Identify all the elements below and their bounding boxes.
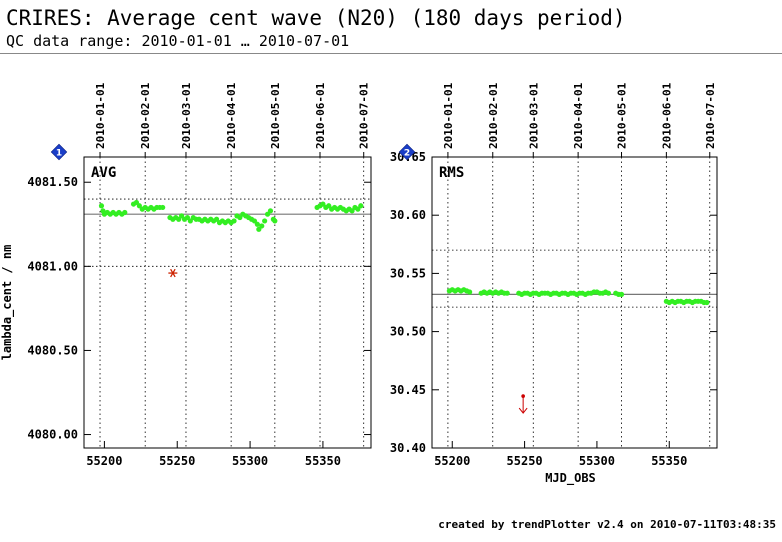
data-point <box>320 201 326 207</box>
date-tick-label: 2010-05-01 <box>269 82 282 149</box>
data-point <box>122 209 128 216</box>
data-point <box>187 218 193 224</box>
y-tick-label: 30.45 <box>390 383 426 397</box>
data-point <box>355 206 361 212</box>
data-point <box>176 216 182 222</box>
data-point <box>136 203 142 209</box>
chart-title: CRIRES: Average cent wave (N20) (180 day… <box>6 6 626 30</box>
y-tick-label: 4080.50 <box>27 343 78 357</box>
data-point <box>326 203 332 209</box>
outlier-point <box>170 268 176 278</box>
data-point <box>504 290 510 296</box>
x-tick-label: 55200 <box>434 454 470 468</box>
panel-2: 2010-01-01 2010-02-01 2010-03-01 2010-04-01… <box>390 82 718 486</box>
plot-frame <box>83 156 372 449</box>
x-axis-label: MJD_OBS <box>545 471 596 486</box>
footer-credit: created by trendPlotter v2.4 on 2010-07-… <box>438 518 776 531</box>
y-tick-label: 30.40 <box>390 441 426 455</box>
panel-number-badge <box>398 143 416 161</box>
date-tick-label: 2010-04-01 <box>572 82 585 149</box>
x-tick-label: 55350 <box>651 454 687 468</box>
panel-1: 2010-01-01 2010-02-01 2010-03-01 2010-04-01… <box>0 82 372 468</box>
outlier-arrow <box>518 407 528 414</box>
date-tick-label: 2010-01-01 <box>94 82 107 149</box>
data-point <box>251 218 258 224</box>
y-tick-label: 4081.00 <box>27 259 78 273</box>
chart-subtitle: QC data range: 2010-01-01 … 2010-07-01 <box>6 32 350 50</box>
data-point <box>98 203 105 209</box>
date-tick-label: 2010-03-01 <box>180 82 193 149</box>
panel-label: AVG <box>91 165 116 181</box>
y-axis-label: lambda_cent / nm <box>0 245 15 361</box>
y-tick-label: 30.50 <box>390 325 426 339</box>
data-point <box>259 223 265 229</box>
x-tick-label: 55300 <box>232 454 268 468</box>
y-tick-label: 4081.50 <box>27 175 78 189</box>
data-point <box>264 211 271 217</box>
data-point <box>256 226 262 232</box>
data-point <box>254 221 260 227</box>
data-point <box>213 216 220 222</box>
x-tick-label: 55250 <box>507 454 543 468</box>
panel-number: 2 <box>404 149 410 159</box>
data-point <box>184 214 191 221</box>
header-divider <box>0 53 782 54</box>
date-tick-label: 2010-06-01 <box>660 82 673 149</box>
x-tick-label: 55350 <box>305 454 341 468</box>
data-point <box>618 291 625 297</box>
data-point <box>349 208 355 214</box>
data-point <box>160 204 166 211</box>
panel-number: 1 <box>56 149 62 159</box>
date-tick-label: 2010-02-01 <box>139 82 152 149</box>
date-tick-label: 2010-05-01 <box>616 82 629 149</box>
data-point <box>272 218 278 224</box>
data-point <box>179 213 185 219</box>
date-tick-label: 2010-01-01 <box>442 82 455 149</box>
date-tick-label: 2010-07-01 <box>358 82 371 149</box>
y-tick-label: 30.60 <box>390 208 426 222</box>
plot-frame <box>431 156 718 449</box>
date-tick-label: 2010-07-01 <box>704 82 717 149</box>
data-point <box>133 199 140 206</box>
data-point <box>237 214 243 221</box>
date-tick-label: 2010-03-01 <box>527 82 540 149</box>
y-tick-label: 30.55 <box>390 266 426 280</box>
data-point <box>704 299 710 306</box>
panel-number-badge <box>50 143 68 161</box>
x-tick-label: 55250 <box>159 454 195 468</box>
panel-label: RMS <box>439 165 464 181</box>
y-tick-label: 4080.00 <box>27 428 78 442</box>
x-tick-label: 55200 <box>86 454 122 468</box>
date-tick-label: 2010-04-01 <box>225 82 238 149</box>
data-point <box>605 290 612 296</box>
date-tick-label: 2010-02-01 <box>487 82 500 149</box>
data-point <box>231 218 237 224</box>
data-point <box>467 289 473 295</box>
date-tick-label: 2010-06-01 <box>314 82 327 149</box>
x-tick-label: 55300 <box>579 454 615 468</box>
data-point <box>358 203 364 209</box>
data-point <box>262 218 268 224</box>
data-point <box>267 208 274 214</box>
